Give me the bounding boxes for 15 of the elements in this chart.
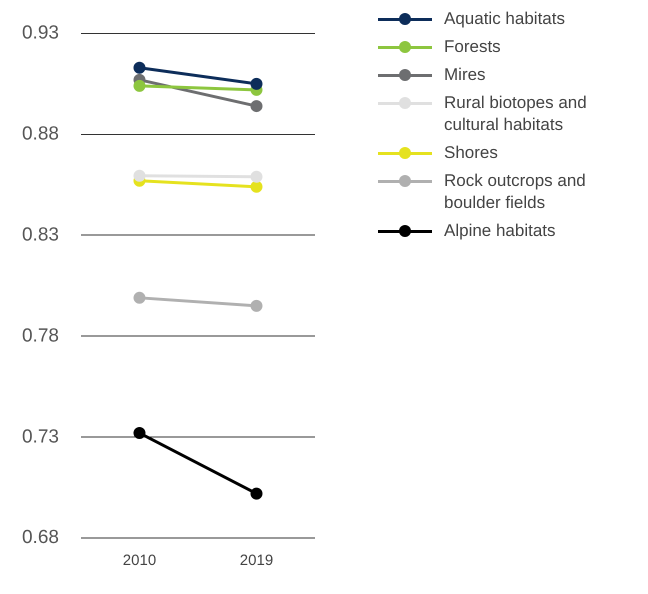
y-tick-label: 0.68 [22, 527, 59, 548]
legend-label: Alpine habitats [444, 220, 557, 242]
y-tick-label: 0.83 [22, 224, 59, 246]
y-tick-label: 0.73 [22, 426, 59, 448]
y-tick-label: 0.88 [22, 124, 59, 145]
x-tick-label: 2019 [240, 552, 274, 570]
x-tick-label: 2010 [122, 552, 156, 570]
legend-label: Rock outcrops and boulder fields [444, 170, 587, 214]
legend-label: Aquatic habitats [444, 8, 566, 30]
legend-label: Forests [444, 36, 502, 58]
y-tick-label: 0.93 [22, 22, 59, 44]
legend-label: Shores [444, 142, 499, 164]
legend-label: Rural biotopes and cultural habitats [444, 92, 588, 136]
legend-label: Mires [444, 64, 487, 86]
y-tick-label: 0.78 [22, 325, 59, 346]
